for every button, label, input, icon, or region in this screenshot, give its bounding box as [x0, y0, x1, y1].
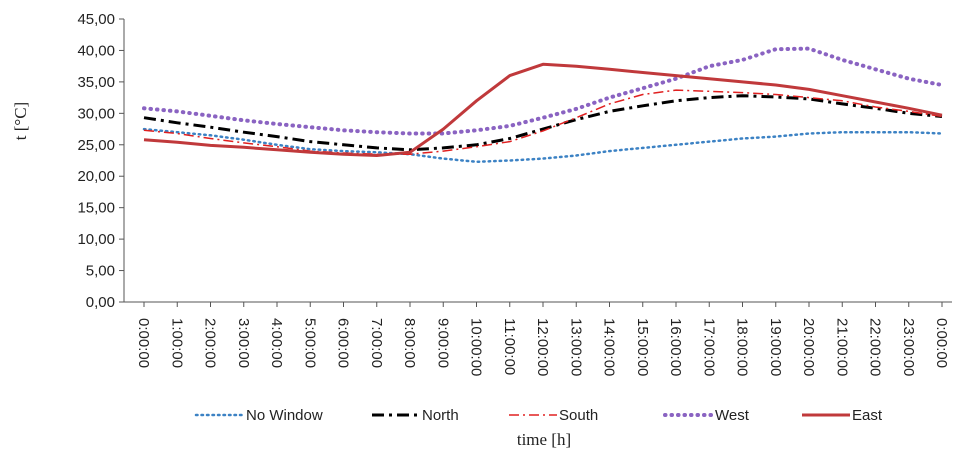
x-tick-label: 13:00:00 — [567, 318, 584, 376]
x-tick-label: 10:00:00 — [468, 318, 485, 376]
y-tick-label: 0,00 — [86, 294, 115, 311]
x-tick-label: 19:00:00 — [767, 318, 784, 376]
y-tick-label: 5,00 — [86, 263, 115, 280]
series-layer — [142, 46, 944, 164]
y-tick-label: 10,00 — [77, 231, 115, 248]
x-tick-label: 16:00:00 — [667, 318, 684, 376]
x-tick-label: 21:00:00 — [833, 318, 850, 376]
legend-label-south: South — [559, 407, 598, 424]
y-axis-title: t [°C] — [11, 102, 30, 140]
series-line-west — [142, 46, 944, 136]
y-tick-label: 30,00 — [77, 105, 115, 122]
y-tick-label: 25,00 — [77, 137, 115, 154]
x-tick-label: 0:00:00 — [135, 318, 152, 368]
legend-label-no-window: No Window — [246, 407, 323, 424]
series-line-north — [143, 94, 943, 152]
x-tick-label: 2:00:00 — [202, 318, 219, 368]
x-tick-label: 4:00:00 — [268, 318, 285, 368]
x-tick-label: 7:00:00 — [368, 318, 385, 368]
x-tick-label: 12:00:00 — [534, 318, 551, 376]
x-tick-label: 11:00:00 — [501, 318, 518, 375]
y-tick-label: 15,00 — [77, 200, 115, 217]
series-line-east — [143, 62, 943, 157]
legend-label-north: North — [422, 407, 459, 424]
legend-label-east: East — [852, 407, 883, 424]
y-tick-label: 35,00 — [77, 74, 115, 91]
series-line-south — [143, 89, 943, 155]
legend: No Window North South West East — [194, 407, 883, 424]
y-tick-label: 45,00 — [77, 11, 115, 28]
y-tick-label: 20,00 — [77, 168, 115, 185]
x-tick-label: 9:00:00 — [434, 318, 451, 368]
y-axis: 0,00 5,00 10,00 15,00 20,00 25,00 30,00 35,00 40… — [77, 11, 125, 311]
x-tick-label: 17:00:00 — [700, 318, 717, 376]
series-line-no-window — [142, 127, 944, 164]
x-tick-label: 5:00:00 — [301, 318, 318, 368]
x-axis-title: time [h] — [517, 430, 571, 449]
x-tick-label: 20:00:00 — [800, 318, 817, 376]
x-tick-label: 1:00:00 — [168, 318, 185, 368]
y-tick-label: 40,00 — [77, 42, 115, 59]
x-tick-label: 22:00:00 — [867, 318, 884, 376]
x-axis: 0:00:00 1:00:00 2:00:00 3:00:00 4:00:00 5:00:… — [124, 301, 952, 376]
legend-label-west: West — [715, 407, 750, 424]
x-tick-label: 8:00:00 — [401, 318, 418, 368]
x-tick-label: 23:00:00 — [900, 318, 917, 376]
x-tick-label: 0:00:00 — [933, 318, 950, 368]
x-tick-label: 6:00:00 — [335, 318, 352, 368]
x-tick-label: 18:00:00 — [734, 318, 751, 376]
x-tick-label: 3:00:00 — [235, 318, 252, 368]
x-tick-label: 15:00:00 — [634, 318, 651, 376]
x-tick-label: 14:00:00 — [601, 318, 618, 376]
